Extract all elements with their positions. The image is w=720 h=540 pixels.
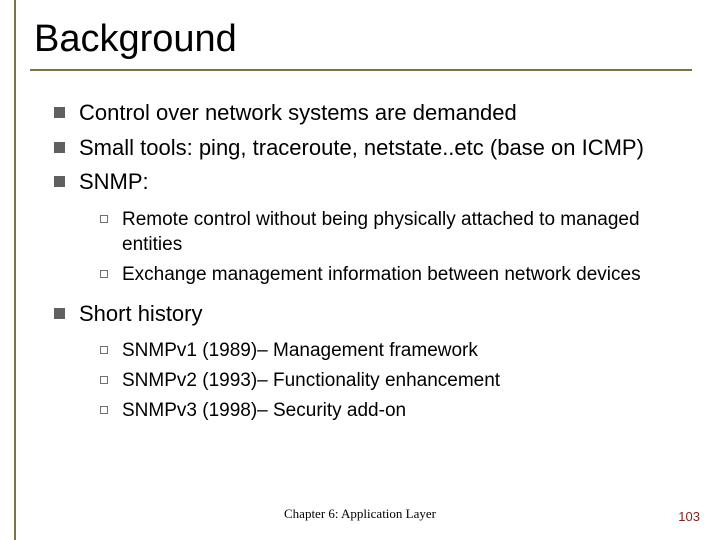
list-item: Small tools: ping, traceroute, netstate.… xyxy=(54,134,680,163)
outline-bullet-icon xyxy=(100,215,108,223)
sublist: SNMPv1 (1989)– Management framework SNMP… xyxy=(54,334,680,435)
list-item: SNMP: xyxy=(54,168,680,197)
list-item-text: Control over network systems are demande… xyxy=(79,99,517,128)
slide-title: Background xyxy=(28,18,692,61)
sublist-item-text: Remote control without being physically … xyxy=(122,207,680,258)
list-item-text: SNMP: xyxy=(79,168,149,197)
sublist-item: SNMPv1 (1989)– Management framework xyxy=(100,338,680,364)
outline-bullet-icon xyxy=(100,346,108,354)
sublist-item-text: Exchange management information between … xyxy=(122,262,641,288)
list-item-text: Short history xyxy=(79,300,203,329)
list-item-text: Small tools: ping, traceroute, netstate.… xyxy=(79,134,644,163)
sublist-item-text: SNMPv2 (1993)– Functionality enhancement xyxy=(122,368,500,394)
sublist-item: Exchange management information between … xyxy=(100,262,680,288)
slide: Background Control over network systems … xyxy=(0,0,720,540)
vertical-rule xyxy=(14,0,16,540)
sublist-item: SNMPv3 (1998)– Security add-on xyxy=(100,398,680,424)
square-bullet-icon xyxy=(54,176,65,187)
sublist: Remote control without being physically … xyxy=(54,203,680,300)
page-number: 103 xyxy=(678,509,700,524)
square-bullet-icon xyxy=(54,142,65,153)
sublist-item: Remote control without being physically … xyxy=(100,207,680,258)
slide-content: Control over network systems are demande… xyxy=(28,71,692,435)
square-bullet-icon xyxy=(54,308,65,319)
square-bullet-icon xyxy=(54,107,65,118)
sublist-item: SNMPv2 (1993)– Functionality enhancement xyxy=(100,368,680,394)
list-item: Control over network systems are demande… xyxy=(54,99,680,128)
outline-bullet-icon xyxy=(100,406,108,414)
sublist-item-text: SNMPv3 (1998)– Security add-on xyxy=(122,398,406,424)
footer-chapter: Chapter 6: Application Layer xyxy=(0,506,720,522)
sublist-item-text: SNMPv1 (1989)– Management framework xyxy=(122,338,478,364)
outline-bullet-icon xyxy=(100,270,108,278)
list-item: Short history xyxy=(54,300,680,329)
outline-bullet-icon xyxy=(100,376,108,384)
